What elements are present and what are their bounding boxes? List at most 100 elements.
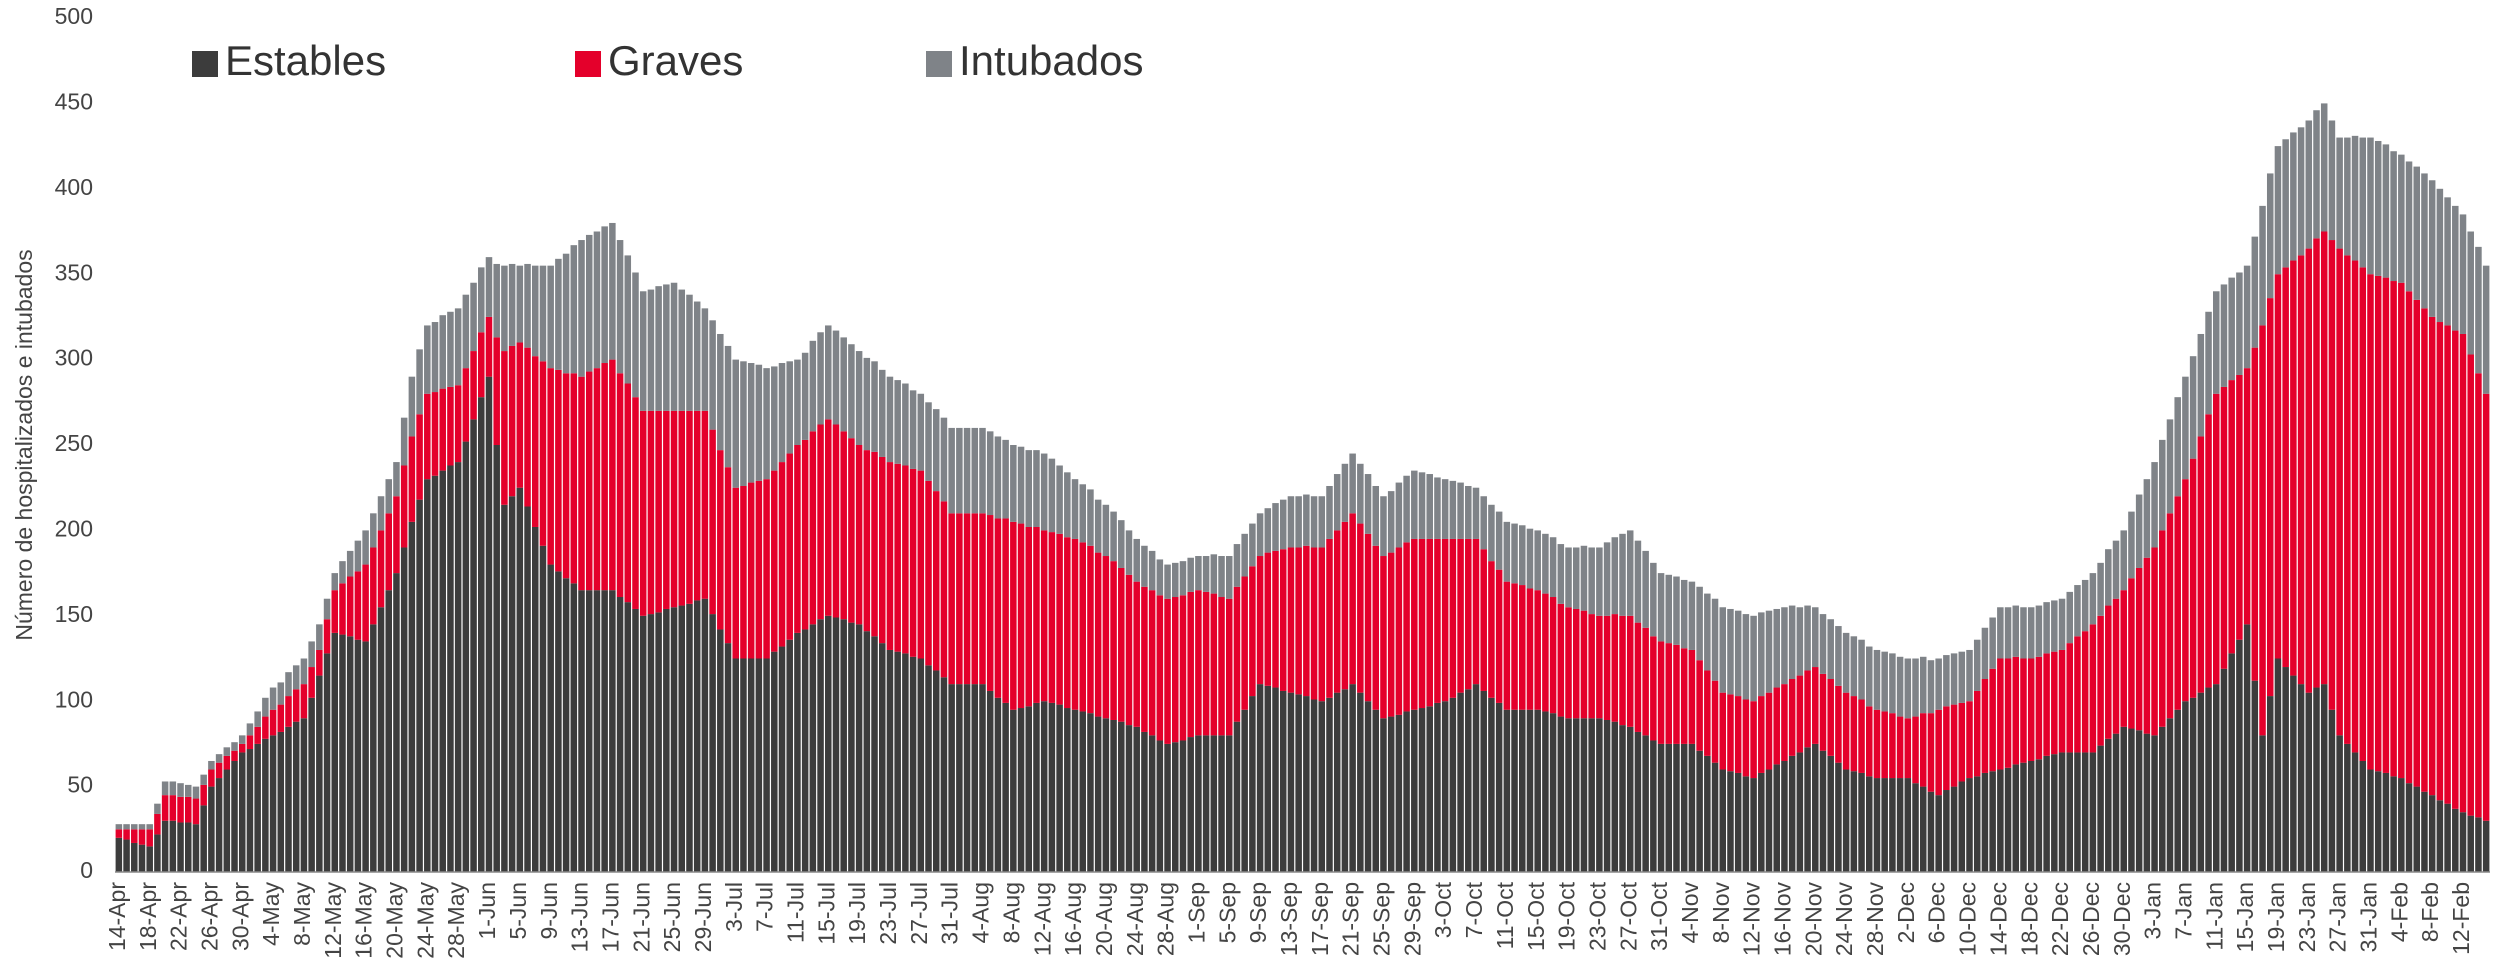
bar-segment	[902, 465, 909, 654]
bar-segment	[1796, 607, 1804, 676]
bar-segment	[1310, 547, 1318, 700]
bar-segment	[1781, 684, 1788, 761]
bar-segment	[1773, 608, 1780, 688]
bar-segment	[262, 697, 269, 717]
x-tick-label: 8-Nov	[1708, 882, 1734, 944]
bar-segment	[2374, 140, 2382, 276]
x-tick-label: 7-Jul	[752, 882, 778, 932]
bar-segment	[1619, 725, 1626, 872]
bar-segment	[2097, 745, 2104, 872]
bar-segment	[262, 716, 269, 739]
bar-segment	[1665, 743, 1673, 872]
bar-segment	[346, 576, 354, 637]
bar-segment	[778, 462, 786, 647]
bar-segment	[2135, 567, 2143, 731]
bar-segment	[1519, 525, 1526, 586]
y-tick-label: 450	[55, 88, 93, 114]
bar-segment	[462, 294, 470, 369]
bar-segment	[516, 487, 524, 872]
bar-segment	[1626, 615, 1634, 727]
bar-segment	[2444, 197, 2451, 326]
bar-segment	[2313, 687, 2320, 872]
bar-segment	[1750, 701, 1757, 779]
bar-segment	[2020, 607, 2027, 659]
bar-segment	[1295, 694, 1302, 872]
bar-segment	[2236, 272, 2243, 375]
bar-segment	[1272, 687, 1279, 872]
bar-segment	[1542, 593, 1549, 712]
bar-segment	[1842, 632, 1850, 693]
bar-segment	[2428, 316, 2436, 796]
bar-segment	[1241, 709, 1248, 872]
x-tick-label: 11-Oct	[1492, 881, 1518, 949]
bar-segment	[655, 286, 662, 411]
bar-segment	[855, 351, 863, 445]
x-tick-label: 4-Nov	[1677, 882, 1703, 944]
x-tick-label: 24-Nov	[1831, 882, 1857, 957]
bar-segment	[1079, 711, 1086, 872]
bar-segment	[1411, 709, 1418, 872]
bar-segment	[825, 615, 832, 872]
bar-segment	[971, 513, 979, 685]
bar-segment	[493, 263, 500, 338]
bar-segment	[2020, 762, 2027, 872]
x-tick-label: 30-Apr	[227, 882, 253, 951]
bar-segment	[2344, 255, 2351, 744]
x-tick-label: 12-May	[320, 882, 346, 959]
bar-segment	[2452, 808, 2459, 872]
bar-segment	[1734, 610, 1742, 697]
bar-segment	[701, 598, 709, 872]
bar-segment	[1364, 474, 1372, 534]
bar-segment	[562, 373, 570, 579]
bar-segment	[2351, 135, 2359, 261]
bar-segment	[1179, 740, 1187, 872]
bar-segment	[454, 385, 462, 463]
bar-segment	[2328, 120, 2336, 241]
bar-segment	[786, 361, 793, 454]
bar-segment	[1966, 778, 1973, 872]
bar-segment	[2290, 132, 2297, 261]
x-tick-label: 9-Sep	[1245, 882, 1271, 943]
bar-segment	[1943, 655, 1950, 707]
bar-segment	[1141, 731, 1148, 872]
bar-segment	[424, 393, 431, 480]
bar-segment	[2282, 267, 2289, 668]
bar-segment	[1488, 561, 1495, 698]
bar-segment	[146, 829, 153, 847]
bar-segment	[501, 351, 508, 505]
bar-segment	[2035, 759, 2043, 872]
x-tick-label: 17-Sep	[1307, 882, 1333, 956]
bar-segment	[424, 325, 431, 394]
bar-segment	[478, 397, 485, 872]
bar-segment	[1565, 547, 1572, 608]
bar-segment	[1033, 526, 1040, 703]
bar-segment	[2159, 439, 2166, 531]
bar-segment	[1704, 670, 1711, 756]
bar-segment	[2297, 255, 2305, 685]
bar-segment	[208, 760, 215, 770]
bar-segment	[308, 641, 315, 668]
bar-segment	[1480, 690, 1487, 872]
bar-segment	[647, 289, 655, 411]
bar-segment	[655, 410, 662, 613]
bar-segment	[131, 842, 138, 872]
bar-segment	[609, 359, 616, 591]
bar-segment	[539, 545, 547, 872]
bar-segment	[331, 590, 339, 633]
bar-segment	[1997, 607, 2004, 659]
bar-segment	[2444, 325, 2451, 804]
bar-segment	[2035, 656, 2043, 760]
bar-segment	[932, 491, 940, 671]
bar-segment	[1225, 598, 1233, 736]
bar-segment	[200, 784, 207, 806]
bar-segment	[370, 513, 377, 548]
bar-segment	[724, 345, 732, 468]
bar-segment	[246, 735, 254, 750]
bar-segment	[624, 383, 632, 603]
bar-segment	[1866, 706, 1873, 777]
bar-segment	[2413, 166, 2421, 300]
bar-segment	[1973, 690, 1981, 777]
bar-segment	[238, 743, 246, 753]
bar-segment	[778, 363, 786, 463]
bar-segment	[2313, 238, 2320, 688]
